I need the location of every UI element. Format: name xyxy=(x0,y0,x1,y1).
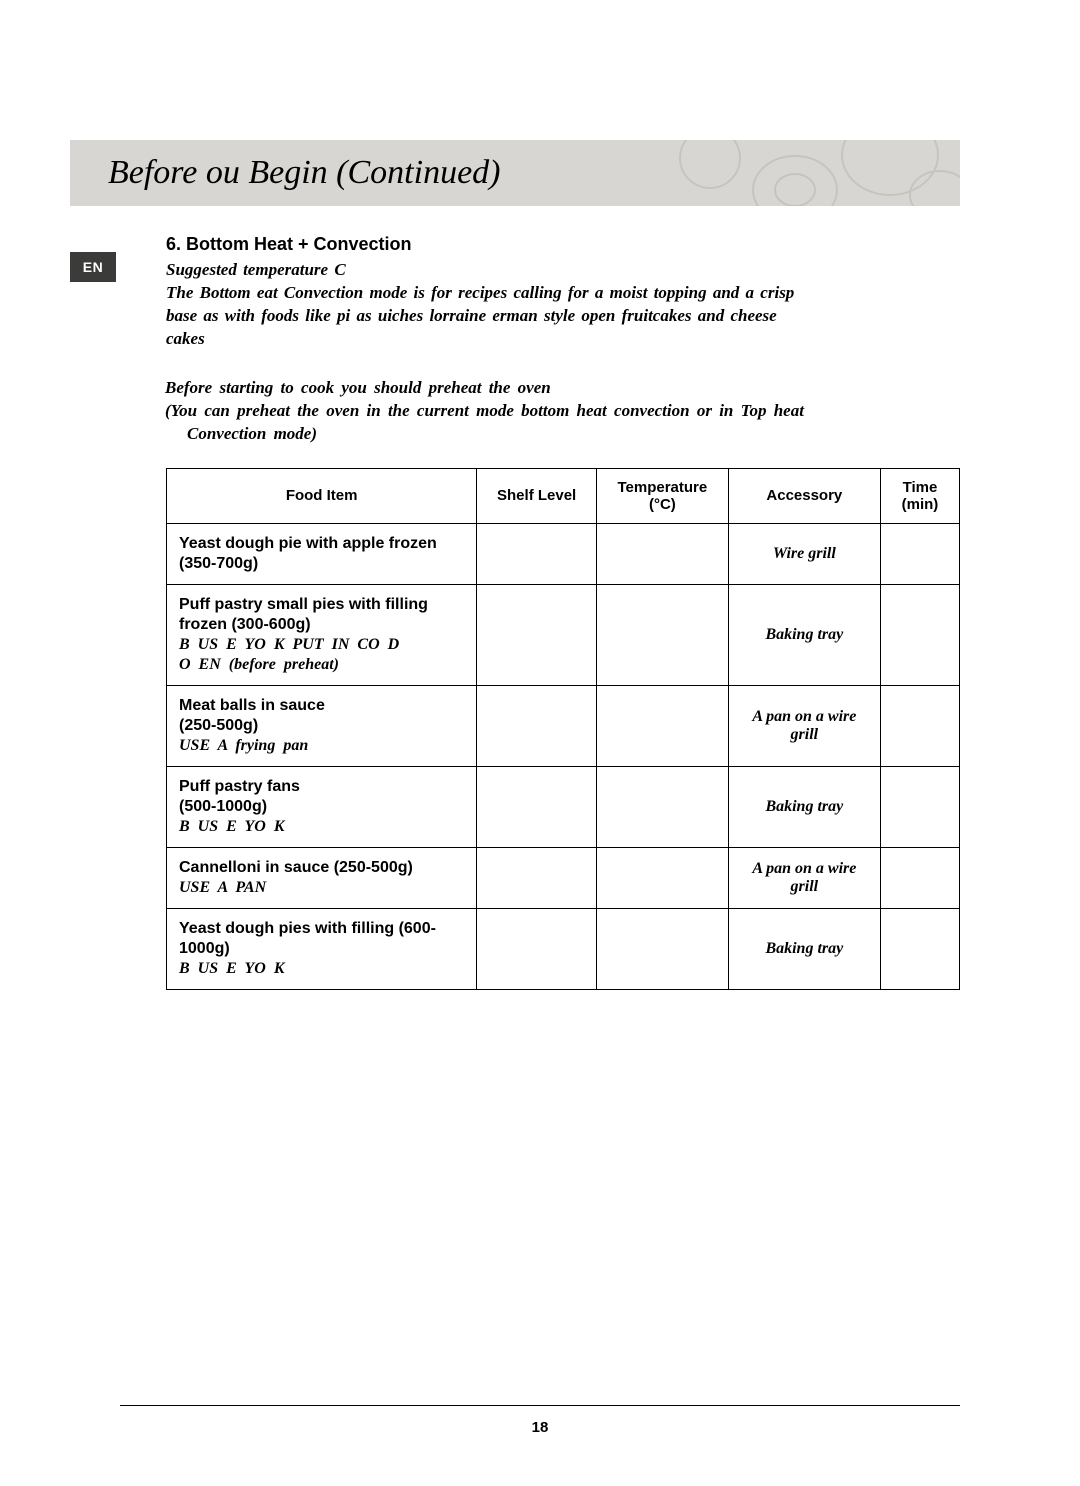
col-accessory: Accessory xyxy=(728,468,880,523)
footer-rule xyxy=(120,1405,960,1406)
page-wrap: Before ou Begin (Continued) EN 6. Bottom… xyxy=(0,0,1080,1486)
subhead-line: Suggested temperature C xyxy=(166,260,346,279)
cell-shelf xyxy=(477,766,597,847)
preheat-line: Convection mode) xyxy=(165,424,317,443)
table-row: Meat balls in sauce(250-500g)USE A fryin… xyxy=(167,685,960,766)
subhead-line: cakes xyxy=(166,329,205,348)
suggested-temperature-block: Suggested temperature C The Bottom eat C… xyxy=(166,259,960,351)
cell-time xyxy=(880,685,959,766)
cell-temperature xyxy=(596,584,728,685)
cell-accessory: A pan on a wire grill xyxy=(728,847,880,908)
cell-time xyxy=(880,523,959,584)
preheat-line: (You can preheat the oven in the current… xyxy=(165,401,804,420)
page-number: 18 xyxy=(0,1419,1080,1436)
table-row: Puff pastry fans(500-1000g)B US E YO K Ba… xyxy=(167,766,960,847)
food-main: Puff pastry small pies with filling froz… xyxy=(179,595,464,635)
cell-accessory: Wire grill xyxy=(728,523,880,584)
food-main: Cannelloni in sauce (250-500g) xyxy=(179,858,464,878)
cell-accessory: Baking tray xyxy=(728,584,880,685)
cell-food-item: Yeast dough pies with filling (600-1000g… xyxy=(167,908,477,989)
col-food: Food Item xyxy=(167,468,477,523)
title-bar: Before ou Begin (Continued) xyxy=(70,140,960,206)
cell-time xyxy=(880,847,959,908)
subhead-line: base as with foods like pi as uiches lor… xyxy=(166,306,777,325)
cell-accessory: Baking tray xyxy=(728,908,880,989)
cell-food-item: Yeast dough pie with apple frozen(350-70… xyxy=(167,523,477,584)
subhead-line: The Bottom eat Convection mode is for re… xyxy=(166,283,794,302)
cell-accessory: Baking tray xyxy=(728,766,880,847)
table-row: Yeast dough pies with filling (600-1000g… xyxy=(167,908,960,989)
food-main: Yeast dough pies with filling (600-1000g… xyxy=(179,919,464,959)
col-time: Time (min) xyxy=(880,468,959,523)
table-header-row: Food Item Shelf Level Temperature (°C) A… xyxy=(167,468,960,523)
table-row: Puff pastry small pies with filling froz… xyxy=(167,584,960,685)
cell-temperature xyxy=(596,847,728,908)
cell-temperature xyxy=(596,908,728,989)
food-main: Meat balls in sauce(250-500g) xyxy=(179,696,464,736)
food-note: USE A frying pan xyxy=(179,736,464,756)
table-body: Yeast dough pie with apple frozen(350-70… xyxy=(167,523,960,989)
table-row: Yeast dough pie with apple frozen(350-70… xyxy=(167,523,960,584)
food-note: B US E YO K xyxy=(179,959,464,979)
cell-time xyxy=(880,766,959,847)
food-note: USE A PAN xyxy=(179,878,464,898)
cell-shelf xyxy=(477,847,597,908)
table-row: Cannelloni in sauce (250-500g)USE A PAN A… xyxy=(167,847,960,908)
cell-shelf xyxy=(477,908,597,989)
cell-food-item: Puff pastry small pies with filling froz… xyxy=(167,584,477,685)
cell-temperature xyxy=(596,766,728,847)
col-shelf: Shelf Level xyxy=(477,468,597,523)
cell-time xyxy=(880,584,959,685)
preheat-block: Before starting to cook you should prehe… xyxy=(165,377,960,446)
cooking-table: Food Item Shelf Level Temperature (°C) A… xyxy=(166,468,960,990)
food-note: B US E YO K xyxy=(179,817,464,837)
page-title: Before ou Begin (Continued) xyxy=(108,154,500,192)
cell-temperature xyxy=(596,685,728,766)
cell-food-item: Puff pastry fans(500-1000g)B US E YO K xyxy=(167,766,477,847)
cell-shelf xyxy=(477,584,597,685)
cell-time xyxy=(880,908,959,989)
col-temp: Temperature (°C) xyxy=(596,468,728,523)
cell-food-item: Cannelloni in sauce (250-500g)USE A PAN xyxy=(167,847,477,908)
language-tab: EN xyxy=(70,252,116,282)
preheat-line: Before starting to cook you should prehe… xyxy=(165,378,551,397)
cell-food-item: Meat balls in sauce(250-500g)USE A fryin… xyxy=(167,685,477,766)
content-block: 6. Bottom Heat + Convection Suggested te… xyxy=(166,234,960,990)
food-main: Yeast dough pie with apple frozen(350-70… xyxy=(179,534,464,574)
section-heading: 6. Bottom Heat + Convection xyxy=(166,234,960,255)
cell-temperature xyxy=(596,523,728,584)
food-note: B US E YO K PUT IN CO DO EN (before preh… xyxy=(179,635,464,675)
cell-shelf xyxy=(477,685,597,766)
decorative-circles xyxy=(660,140,960,206)
cell-shelf xyxy=(477,523,597,584)
cell-accessory: A pan on a wire grill xyxy=(728,685,880,766)
food-main: Puff pastry fans(500-1000g) xyxy=(179,777,464,817)
